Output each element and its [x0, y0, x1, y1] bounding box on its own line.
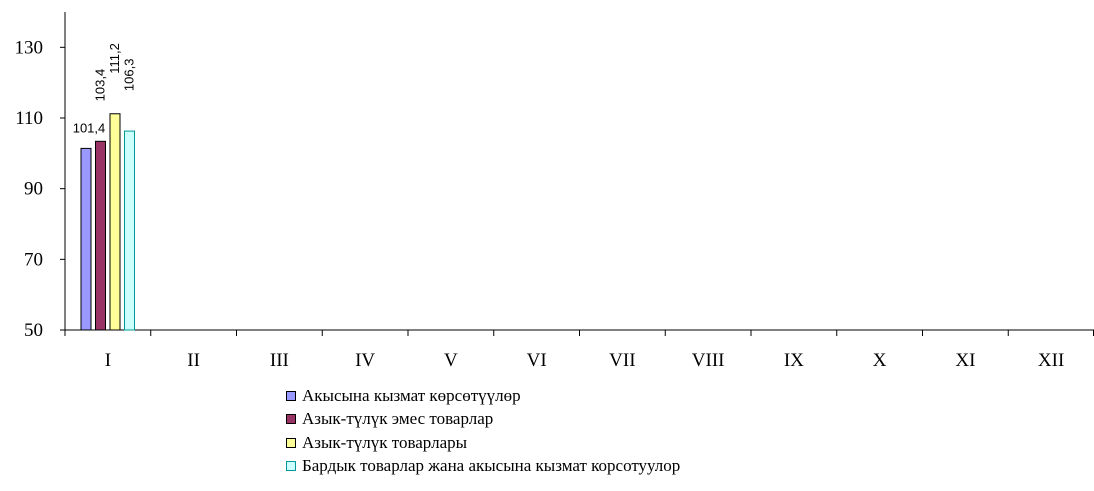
- x-tick-label: III: [270, 350, 289, 371]
- legend-label: Акысына кызмат көрсөтүүлөр: [302, 385, 521, 405]
- x-tick-label: II: [187, 350, 200, 371]
- x-tick-label: XII: [1038, 350, 1064, 371]
- bar: [124, 130, 135, 331]
- legend-item: Акысына кызмат көрсөтүүлөр: [286, 384, 680, 408]
- bar: [80, 147, 92, 331]
- bar: [95, 140, 106, 331]
- data-label: 101,4: [73, 120, 106, 135]
- legend-item: Бардык товарлар жана акысына кызмат корс…: [286, 455, 680, 479]
- x-tick-label: IX: [784, 350, 804, 371]
- y-tick-label: 130: [15, 37, 44, 58]
- legend-item: Азык-түлүк эмес товарлар: [286, 408, 680, 432]
- bar: [109, 113, 121, 331]
- data-label: 106,3: [122, 59, 137, 92]
- legend-swatch: [286, 461, 296, 472]
- legend-label: Азык-түлүк товарлары: [302, 432, 468, 452]
- y-tick-label: 70: [24, 249, 43, 270]
- x-tick-label: VI: [527, 350, 547, 371]
- x-tick-label: I: [105, 350, 111, 371]
- x-tick-label: XI: [955, 350, 975, 371]
- legend-label: Бардык товарлар жана акысына кызмат корс…: [302, 456, 681, 476]
- y-tick-label: 50: [24, 320, 43, 341]
- data-label: 103,4: [93, 69, 108, 102]
- legend-swatch: [286, 437, 296, 448]
- x-tick-label: IV: [355, 350, 375, 371]
- legend-swatch: [286, 390, 296, 401]
- x-tick-label: VIII: [692, 350, 725, 371]
- data-label: 111,2: [107, 43, 122, 74]
- x-tick-label: VII: [609, 350, 635, 371]
- legend-item: Азык-түлүк товарлары: [286, 431, 680, 455]
- x-tick-label: X: [873, 350, 887, 371]
- legend-swatch: [286, 414, 296, 425]
- x-tick-label: V: [444, 350, 458, 371]
- y-tick-label: 90: [24, 179, 43, 200]
- legend-label: Азык-түлүк эмес товарлар: [302, 409, 494, 429]
- legend: Акысына кызмат көрсөтүүлөр Азык-түлүк эм…: [286, 384, 680, 478]
- y-tick-label: 110: [15, 108, 43, 129]
